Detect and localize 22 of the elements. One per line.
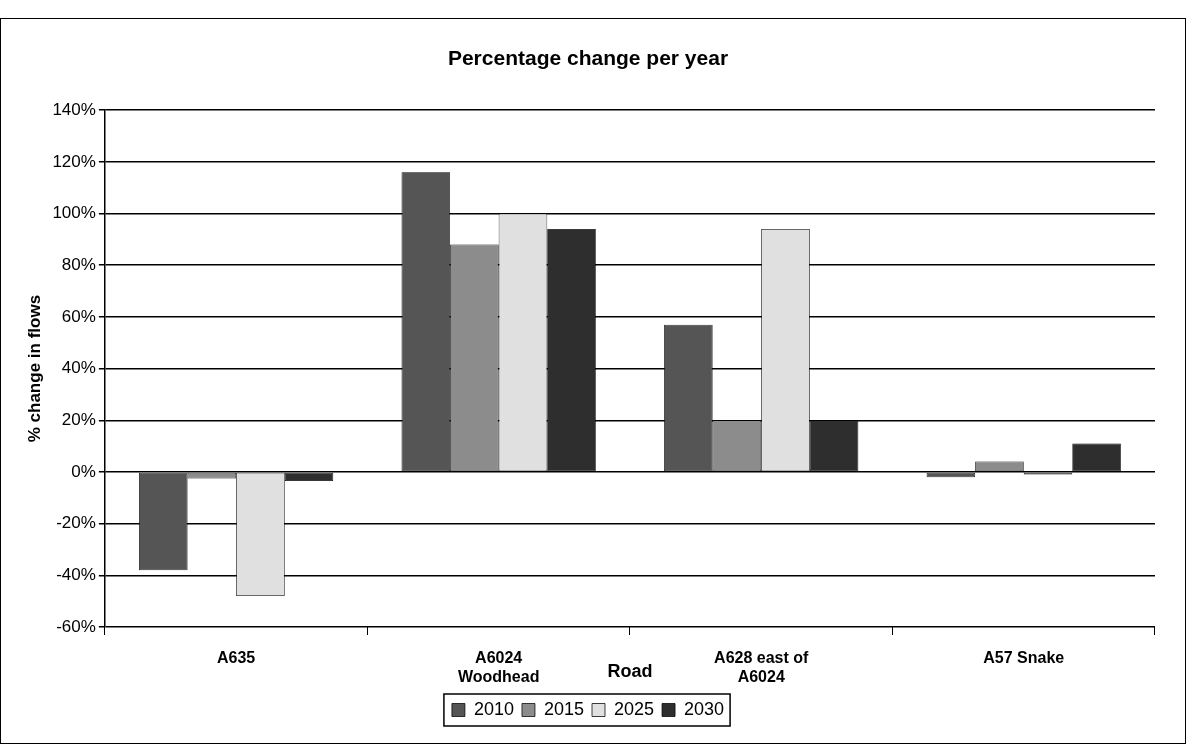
legend-label: 2015 [543, 698, 584, 719]
y-tick-label: 80% [61, 254, 96, 274]
y-axis-title: % change in flows [24, 294, 44, 443]
y-tick-label: 0% [71, 461, 96, 481]
legend-label: 2030 [684, 698, 725, 719]
y-tick-label: -60% [56, 616, 96, 636]
x-axis-title: Road [607, 661, 653, 682]
x-tick-label: A6024 Woodhead [457, 649, 540, 686]
y-tick-label: 140% [52, 99, 96, 119]
legend-label: 2010 [473, 698, 514, 719]
x-tick-label: A635 [217, 649, 256, 667]
y-tick-label: -40% [56, 565, 96, 585]
x-tick-label: A57 Snake [983, 649, 1065, 667]
y-tick-label: 100% [52, 203, 96, 223]
y-tick-label: 60% [61, 306, 96, 326]
legend-label: 2025 [614, 698, 655, 719]
y-tick-label: 20% [61, 409, 96, 429]
y-tick-label: 40% [61, 358, 96, 378]
y-tick-label: 120% [52, 151, 96, 171]
chart-title: Percentage change per year [447, 46, 729, 70]
x-tick-label: A628 east of A6024 [714, 649, 810, 686]
y-tick-label: -20% [56, 513, 96, 533]
